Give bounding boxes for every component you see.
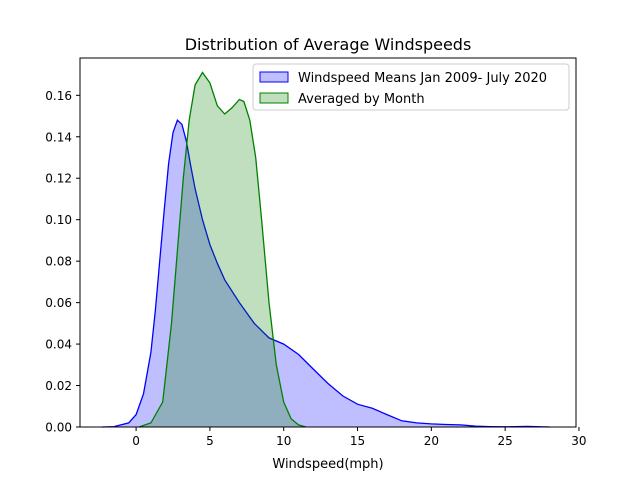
x-tick-label: 20 [424, 434, 439, 448]
plot-area [79, 57, 577, 428]
chart-title: Distribution of Average Windspeeds [185, 35, 472, 54]
legend-swatch-1 [259, 92, 289, 104]
plot-frame [79, 57, 577, 428]
legend-box [252, 63, 570, 111]
legend-label-1: Averaged by Month [298, 92, 425, 107]
y-tick-label: 0.14 [45, 130, 72, 144]
series-1-line [138, 71, 307, 428]
x-tick-label: 15 [350, 434, 365, 448]
y-tick-label: 0.06 [45, 296, 72, 310]
x-axis-label: Windspeed(mph) [272, 457, 383, 472]
legend-label-0: Windspeed Means Jan 2009- July 2020 [298, 71, 547, 86]
series-0-area [102, 120, 550, 427]
y-tick-label: 0.12 [45, 172, 72, 186]
x-tick-label: 10 [276, 434, 291, 448]
x-tick-label: 0 [132, 434, 140, 448]
y-tick-label: 0.04 [45, 338, 72, 352]
legend: Windspeed Means Jan 2009- July 2020 Avera… [252, 63, 570, 111]
y-tick-label: 0.08 [45, 255, 72, 269]
series-1-area [139, 72, 306, 427]
y-tick-label: 0.10 [45, 213, 72, 227]
y-tick-label: 0.16 [45, 89, 72, 103]
x-axis: 0 5 10 15 20 25 30 [132, 427, 587, 448]
x-tick-label: 25 [498, 434, 513, 448]
legend-swatch-0 [259, 71, 289, 83]
series-0-line [102, 119, 550, 428]
y-tick-label: 0.00 [45, 421, 72, 435]
y-tick-label: 0.02 [45, 379, 72, 393]
x-tick-label: 30 [571, 434, 586, 448]
x-tick-label: 5 [206, 434, 214, 448]
y-axis: 0.00 0.02 0.04 0.06 0.08 0.10 0.12 0.14 0.16 [45, 89, 80, 435]
